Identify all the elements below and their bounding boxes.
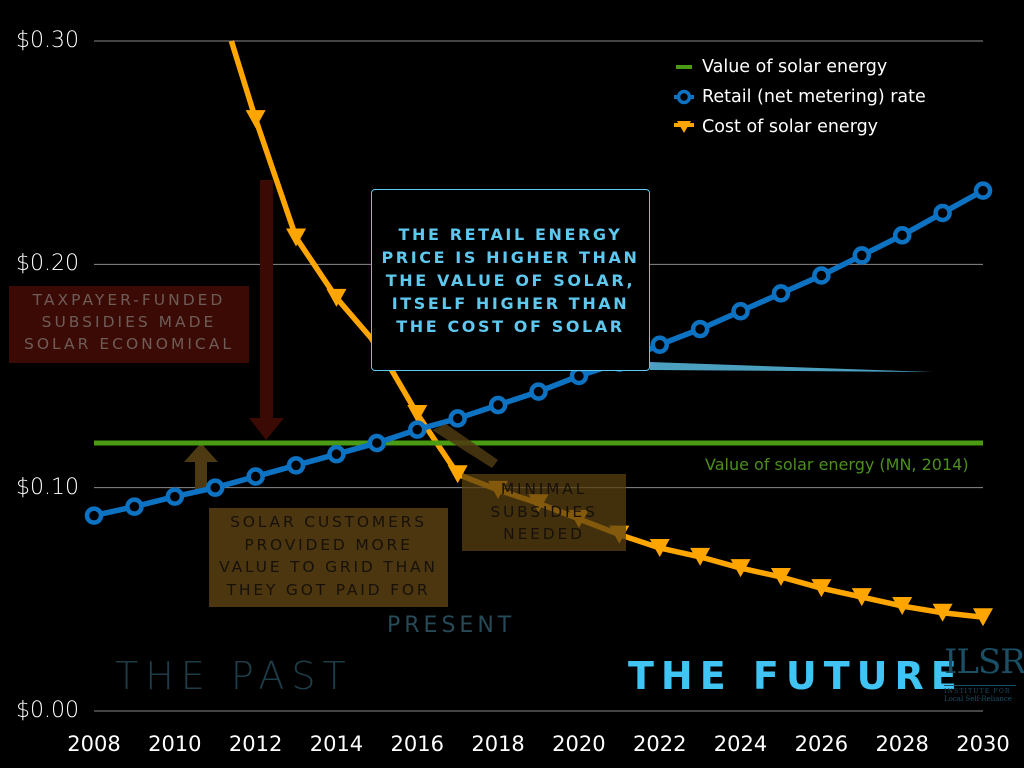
value-line-label: Value of solar energy (MN, 2014) bbox=[705, 455, 969, 474]
data-point bbox=[326, 288, 347, 307]
data-point bbox=[690, 319, 710, 339]
legend: Value of solar energy Retail (net meteri… bbox=[672, 52, 926, 142]
data-point bbox=[811, 579, 832, 598]
legend-label: Retail (net metering) rate bbox=[702, 87, 926, 107]
data-point bbox=[286, 228, 307, 247]
data-point bbox=[125, 497, 144, 516]
data-point bbox=[973, 181, 993, 200]
customer-arrow-shaft bbox=[195, 462, 207, 490]
callout-pointer bbox=[650, 362, 933, 372]
data-point bbox=[852, 246, 872, 265]
data-point bbox=[649, 538, 670, 557]
x-tick-label: 2012 bbox=[228, 732, 283, 756]
x-tick-label: 2010 bbox=[148, 732, 202, 756]
legend-triangle-icon bbox=[672, 117, 702, 137]
data-point bbox=[851, 588, 872, 607]
annotation-arrows bbox=[184, 180, 284, 490]
data-point bbox=[408, 420, 427, 439]
data-point bbox=[770, 568, 791, 586]
x-tick-label: 2018 bbox=[471, 732, 525, 756]
customers-annotation: SOLAR CUSTOMERS PROVIDED MORE VALUE TO G… bbox=[209, 508, 448, 607]
logo-line2: Local Self-Reliance bbox=[944, 695, 1012, 703]
legend-label: Value of solar energy bbox=[702, 57, 888, 77]
data-point bbox=[731, 301, 750, 321]
x-tick-label: 2024 bbox=[713, 732, 768, 756]
present-label: PRESENT bbox=[387, 613, 516, 638]
legend-item-value: Value of solar energy bbox=[672, 52, 926, 82]
minimal-arrow bbox=[432, 424, 498, 468]
x-tick-label: 2014 bbox=[309, 732, 364, 756]
x-tick-label: 2030 bbox=[956, 732, 1010, 756]
legend-circle-icon bbox=[672, 87, 702, 107]
data-point bbox=[327, 444, 346, 464]
data-point bbox=[892, 226, 912, 245]
data-point bbox=[690, 547, 711, 566]
data-point bbox=[286, 456, 306, 475]
data-point bbox=[812, 266, 831, 285]
data-point bbox=[407, 404, 428, 423]
data-point bbox=[367, 433, 387, 453]
callout-text: THE RETAIL ENERGY PRICE IS HIGHER THAN T… bbox=[381, 224, 640, 336]
data-point bbox=[84, 506, 104, 525]
subsidy-arrow-shaft bbox=[260, 180, 273, 418]
data-point bbox=[448, 409, 467, 428]
data-point bbox=[447, 465, 468, 484]
data-point bbox=[650, 335, 669, 354]
data-point bbox=[973, 608, 993, 627]
x-tick-label: 2022 bbox=[632, 732, 687, 756]
subsidies-annotation: TAXPAYER-FUNDED SUBSIDIES MADE SOLAR ECO… bbox=[9, 286, 249, 363]
series-retail-net-metering-rate bbox=[84, 181, 993, 525]
data-point bbox=[569, 366, 589, 386]
data-point bbox=[245, 110, 266, 129]
legend-label: Cost of solar energy bbox=[702, 117, 879, 137]
legend-item-retail: Retail (net metering) rate bbox=[672, 82, 926, 112]
legend-line-icon bbox=[672, 57, 702, 77]
logo-mark: ILSR bbox=[944, 642, 1024, 682]
logo-line1: INSTITUTE FOR bbox=[944, 685, 1016, 695]
ilsr-logo: ILSR INSTITUTE FOR Local Self-Reliance bbox=[944, 642, 1024, 703]
x-tick-label: 2016 bbox=[390, 732, 444, 756]
x-tick-label: 2028 bbox=[875, 732, 929, 756]
callout-box: THE RETAIL ENERGY PRICE IS HIGHER THAN T… bbox=[371, 189, 650, 371]
data-point bbox=[730, 559, 751, 578]
data-point bbox=[246, 467, 265, 486]
y-tick-label: $0.20 bbox=[16, 251, 79, 276]
x-tick-label: 2026 bbox=[794, 732, 849, 756]
legend-item-cost: Cost of solar energy bbox=[672, 112, 926, 142]
y-tick-label: $0.00 bbox=[16, 698, 79, 723]
x-tick-label: 2020 bbox=[552, 732, 606, 756]
future-label: THE FUTURE bbox=[628, 654, 964, 698]
data-point bbox=[488, 395, 508, 415]
subsidy-arrow-head bbox=[249, 418, 284, 440]
data-point bbox=[165, 487, 185, 506]
y-tick-label: $0.30 bbox=[16, 28, 79, 53]
data-point bbox=[771, 284, 791, 303]
data-point bbox=[205, 478, 225, 497]
x-tick-label: 2008 bbox=[67, 732, 121, 756]
minimal-subsidies-annotation: MINIMAL SUBSIDIES NEEDED bbox=[462, 474, 626, 551]
customer-arrow-head bbox=[184, 443, 218, 462]
past-label: THE PAST bbox=[115, 654, 353, 698]
data-point bbox=[892, 597, 913, 616]
data-point bbox=[933, 203, 952, 223]
data-point bbox=[529, 382, 548, 401]
data-point bbox=[932, 603, 953, 622]
y-tick-label: $0.10 bbox=[16, 475, 79, 500]
